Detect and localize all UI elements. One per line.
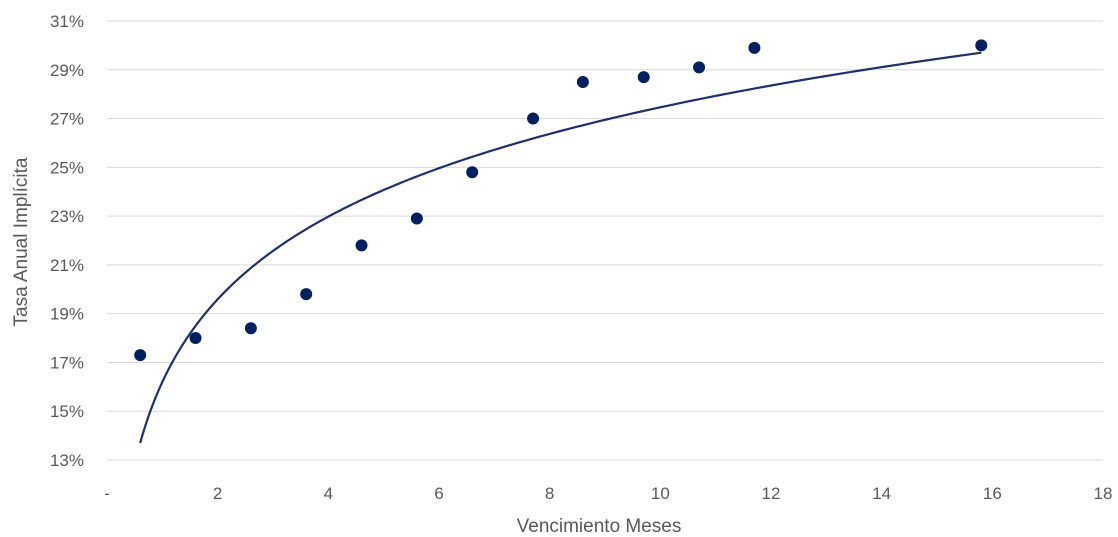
data-point — [300, 288, 313, 301]
data-point — [189, 332, 202, 345]
data-point — [975, 39, 988, 52]
data-point — [748, 41, 761, 54]
x-tick-label: 16 — [983, 484, 1002, 503]
x-tick-label: 6 — [434, 484, 443, 503]
data-point — [410, 212, 423, 225]
y-tick-label: 31% — [50, 12, 84, 31]
data-point — [637, 71, 650, 84]
x-tick-label: 14 — [872, 484, 891, 503]
y-tick-label: 27% — [50, 110, 84, 129]
y-tick-label: 23% — [50, 207, 84, 226]
y-tick-label: 25% — [50, 158, 84, 177]
y-axis-tick-labels: 13% 15% 17% 19% 21% 23% 25% 27% 29% 31% — [50, 12, 84, 470]
data-point — [244, 322, 257, 335]
y-axis-title: Tasa Anual Implícita — [11, 157, 32, 326]
x-axis-title: Vencimiento Meses — [517, 516, 682, 537]
data-point — [693, 61, 706, 74]
y-tick-label: 13% — [50, 451, 84, 470]
x-tick-label: 4 — [324, 484, 333, 503]
x-tick-label: 12 — [762, 484, 781, 503]
gridlines — [107, 20, 1103, 461]
data-point — [527, 112, 540, 125]
data-point — [355, 239, 368, 252]
x-axis-tick-labels: - 2 4 6 8 10 12 14 16 18 — [104, 484, 1112, 503]
data-point — [466, 166, 479, 179]
x-tick-label: - — [104, 484, 110, 503]
data-points — [134, 39, 988, 362]
x-tick-label: 10 — [651, 484, 670, 503]
x-tick-label: 18 — [1094, 484, 1113, 503]
data-point — [576, 75, 589, 88]
x-tick-label: 8 — [545, 484, 554, 503]
y-tick-label: 21% — [50, 256, 84, 275]
y-tick-label: 29% — [50, 61, 84, 80]
trendline — [139, 51, 982, 444]
y-tick-label: 17% — [50, 353, 84, 372]
y-tick-label: 15% — [50, 402, 84, 421]
y-tick-label: 19% — [50, 305, 84, 324]
x-tick-label: 2 — [213, 484, 222, 503]
data-point — [134, 349, 147, 362]
